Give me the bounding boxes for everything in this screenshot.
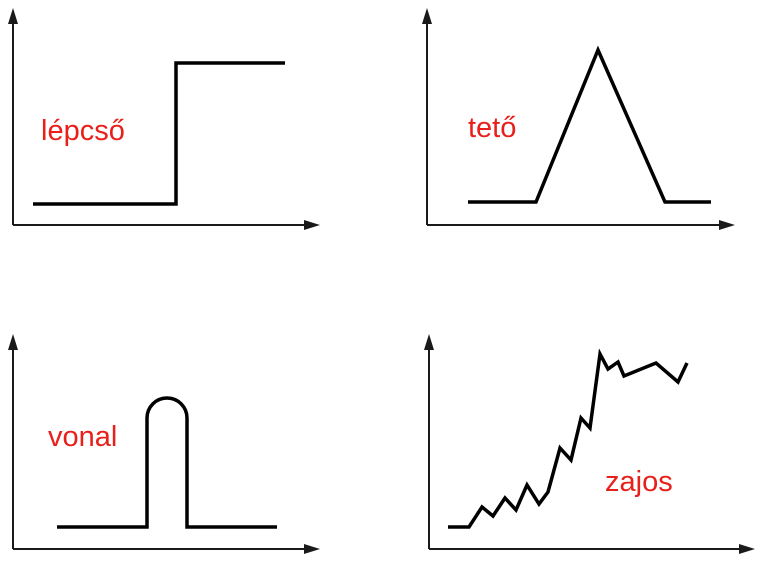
y-axis-arrowhead (8, 8, 18, 24)
x-axis-arrowhead (304, 544, 320, 554)
line-edge-panel: vonal (0, 320, 385, 571)
x-axis-arrowhead (719, 220, 735, 230)
line-edge-axes (8, 334, 320, 554)
step-edge-panel: lépcső (0, 0, 385, 285)
x-axis-arrowhead (304, 220, 320, 230)
noisy-edge-label: zajos (605, 466, 673, 498)
y-axis-arrowhead (8, 334, 18, 350)
step-edge-curve (33, 61, 285, 206)
noisy-edge-axes (424, 334, 755, 554)
roof-edge-panel: tető (400, 0, 770, 285)
roof-edge-label: tető (468, 112, 517, 144)
roof-edge-axes (422, 8, 735, 230)
line-edge-curve (57, 396, 277, 529)
roof-edge-curve (468, 45, 711, 204)
line-edge-graph (8, 334, 320, 554)
x-axis-arrowhead (739, 544, 755, 554)
step-edge-axes (8, 8, 320, 230)
roof-edge-graph (422, 8, 735, 230)
line-edge-label: vonal (48, 421, 118, 453)
step-edge-graph (8, 8, 320, 230)
noisy-edge-panel: zajos (400, 320, 770, 571)
y-axis-arrowhead (424, 334, 434, 350)
noisy-edge-curve (448, 348, 689, 529)
step-edge-label: lépcső (41, 115, 125, 147)
noisy-edge-graph (424, 334, 755, 554)
y-axis-arrowhead (422, 8, 432, 24)
